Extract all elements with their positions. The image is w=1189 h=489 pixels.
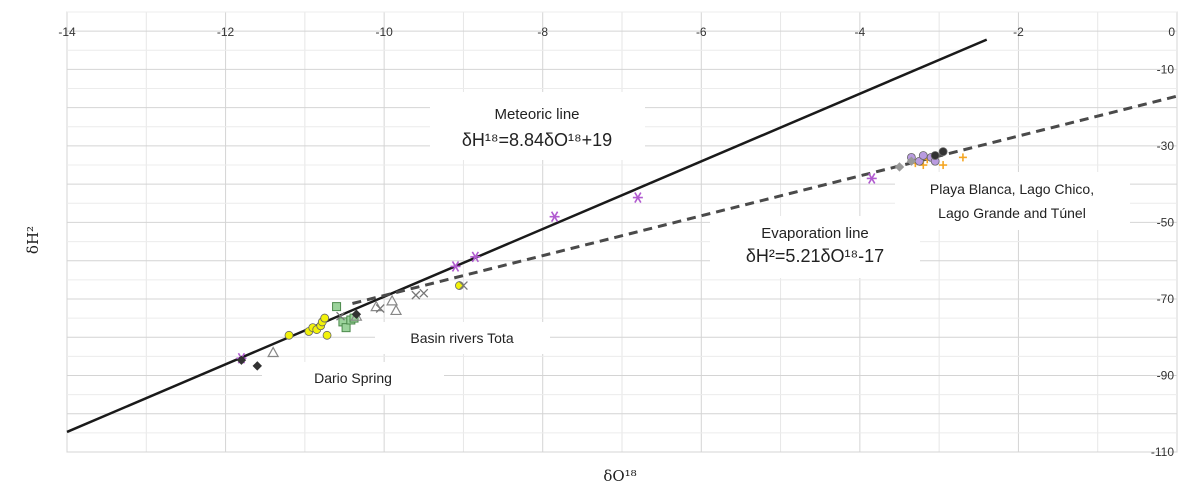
data-point-asterisk <box>866 173 877 184</box>
data-point-asterisk <box>470 251 481 263</box>
y-tick-label: -90 <box>1157 368 1175 382</box>
evaporation-line <box>352 94 1178 305</box>
annotation-text: Basin rivers Tota <box>410 330 513 346</box>
data-point-circle <box>320 313 330 323</box>
y-axis-title: δH² <box>24 226 42 254</box>
y-tick-label: -110 <box>1151 445 1174 459</box>
asterisk-stroke <box>634 192 642 203</box>
data-point-square <box>341 323 351 333</box>
data-point-cross <box>411 290 421 300</box>
y-tick-label: -50 <box>1157 215 1175 229</box>
x-tick-label: -12 <box>217 25 235 39</box>
data-point-plus <box>939 161 948 170</box>
annotation-evaporation: Evaporation line δH²=5.21δO¹⁸-17 <box>710 216 920 278</box>
annotation-box <box>430 92 645 160</box>
data-point-asterisk <box>632 192 643 203</box>
cross-stroke <box>336 311 345 321</box>
annotation-text: Dario Spring <box>314 370 392 386</box>
data-point-diamond <box>236 355 247 365</box>
asterisk-stroke <box>868 173 876 184</box>
data-point-diamond <box>894 162 905 172</box>
data-point-circle <box>322 330 332 340</box>
data-point-square <box>332 302 342 312</box>
annotation-dario-spring: Dario Spring <box>262 362 444 394</box>
data-point-circle <box>455 281 464 290</box>
cross-stroke <box>419 288 429 298</box>
meteoric-line <box>66 38 988 434</box>
x-tick-label: -2 <box>1013 25 1024 39</box>
annotation-text: δH²=5.21δO¹⁸-17 <box>746 246 884 266</box>
annotation-box <box>895 172 1130 230</box>
annotation-basin-rivers: Basin rivers Tota <box>375 322 550 354</box>
data-point-cross <box>336 311 345 321</box>
y-tick-label: -10 <box>1157 62 1175 76</box>
data-point-triangle <box>370 300 383 312</box>
data-point-circle <box>930 151 940 160</box>
data-point-triangle <box>390 304 403 316</box>
annotation-text: Playa Blanca, Lago Chico, <box>930 181 1094 197</box>
data-point-cross <box>375 304 385 313</box>
cross-stroke <box>458 281 468 291</box>
data-point-triangle <box>386 294 399 306</box>
x-axis-title: δO¹⁸ <box>603 467 636 485</box>
x-tick-label: -6 <box>696 25 707 39</box>
cross-stroke <box>411 290 421 300</box>
data-point-circle <box>938 147 948 157</box>
data-point-plus <box>958 153 967 162</box>
tick-labels: -14 -12 -10 -8 -6 -4 -2 0 -10 -30 -50 -70 -90 -110 <box>58 25 1175 459</box>
data-points <box>236 147 967 371</box>
data-point-diamond <box>252 361 262 371</box>
data-point-cross <box>458 281 468 291</box>
data-point-diamond <box>351 309 362 319</box>
asterisk-stroke <box>550 211 559 223</box>
annotation-text: δH¹⁸=8.84δO¹⁸+19 <box>462 130 612 150</box>
annotation-box <box>375 322 550 354</box>
data-point-asterisk <box>549 211 560 223</box>
annotation-text: Lago Grande and Túnel <box>938 205 1086 221</box>
cross-stroke <box>375 304 385 313</box>
asterisk-stroke <box>471 251 480 263</box>
corner-tick-label: 0 <box>1168 25 1175 39</box>
data-point-asterisk <box>450 261 461 272</box>
annotation-meteoric: Meteoric line δH¹⁸=8.84δO¹⁸+19 <box>430 92 645 160</box>
annotations: Meteoric line δH¹⁸=8.84δO¹⁸+19 Evaporation… <box>262 92 1130 394</box>
regression-lines <box>66 38 1178 434</box>
x-tick-label: -10 <box>375 25 393 39</box>
x-tick-label: -8 <box>537 25 548 39</box>
data-point-circle <box>918 151 928 160</box>
data-point-triangle <box>267 346 280 358</box>
annotation-text: Evaporation line <box>761 225 869 242</box>
x-tick-label: -14 <box>58 25 76 39</box>
data-point-cross <box>419 288 429 298</box>
asterisk-stroke <box>451 261 460 272</box>
data-point-diamond <box>906 156 917 166</box>
annotation-lakes: Playa Blanca, Lago Chico, Lago Grande and… <box>895 172 1130 230</box>
y-tick-label: -30 <box>1157 139 1175 153</box>
y-tick-label: -70 <box>1157 292 1175 306</box>
data-point-circle <box>284 330 294 340</box>
annotation-box <box>262 362 444 394</box>
x-tick-label: -4 <box>855 25 866 39</box>
annotation-box <box>710 216 920 278</box>
annotation-text: Meteoric line <box>494 106 579 123</box>
